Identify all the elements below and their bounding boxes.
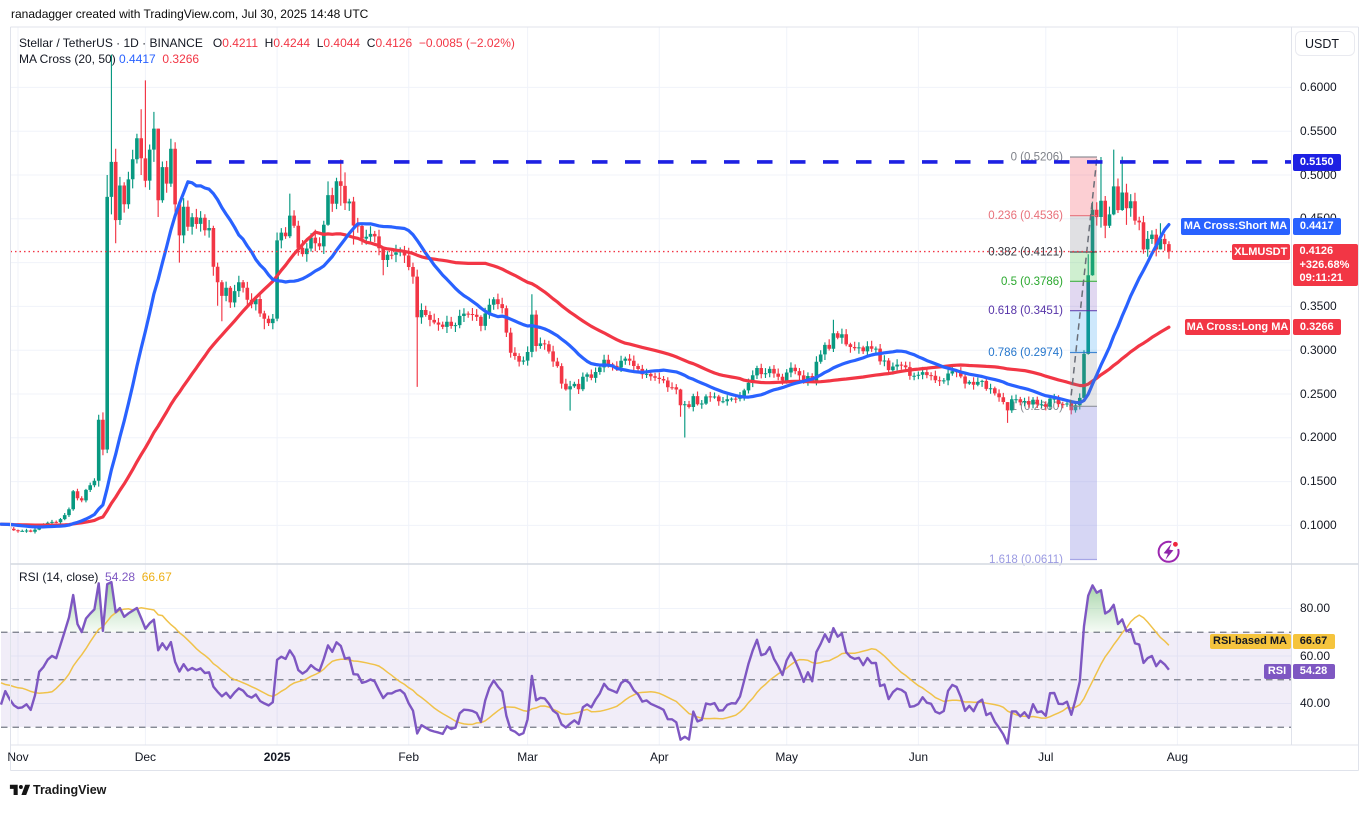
svg-text:0.786 (0.2974): 0.786 (0.2974) [988, 347, 1063, 359]
svg-text:0.5 (0.3786): 0.5 (0.3786) [1001, 276, 1063, 288]
svg-text:1.618 (0.0611): 1.618 (0.0611) [989, 554, 1063, 566]
svg-text:0.382 (0.4121): 0.382 (0.4121) [988, 247, 1063, 259]
svg-text:0.236 (0.4536): 0.236 (0.4536) [988, 210, 1063, 222]
svg-text:0.618 (0.3451): 0.618 (0.3451) [988, 305, 1063, 317]
